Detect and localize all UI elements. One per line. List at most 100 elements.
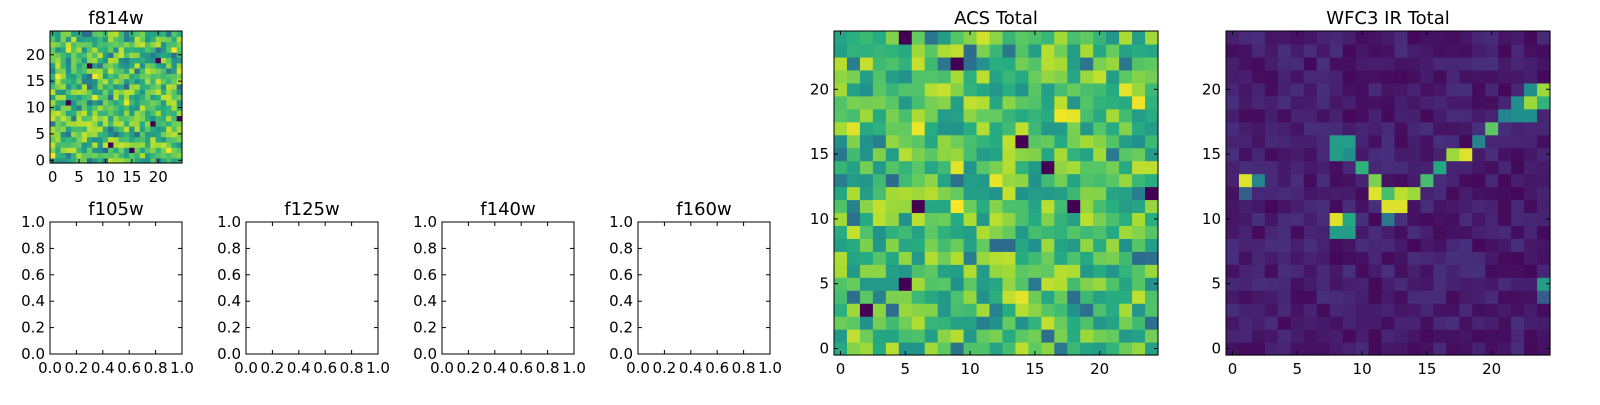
heatmap-cell <box>1264 225 1279 239</box>
heatmap-cell <box>71 89 77 95</box>
heatmap-cell <box>1433 82 1447 97</box>
heatmap-cell <box>1420 56 1434 71</box>
heatmap-cell <box>924 290 939 304</box>
heatmap-cell <box>1407 277 1421 291</box>
heatmap-cell <box>1145 277 1159 291</box>
heatmap-cell <box>1028 173 1042 188</box>
heatmap-cell <box>86 67 93 74</box>
heatmap-cell <box>1329 160 1344 175</box>
heatmap-cell <box>97 152 104 159</box>
heatmap-cell <box>171 147 178 154</box>
heatmap-cell <box>97 62 104 69</box>
heatmap-cell <box>118 36 125 43</box>
heatmap-cell <box>81 126 88 132</box>
heatmap-cell <box>1394 342 1409 356</box>
heatmap-cell <box>1106 186 1120 201</box>
heatmap-cell <box>1355 173 1370 188</box>
heatmap-cell <box>1394 95 1409 110</box>
heatmap-cell <box>1054 43 1068 58</box>
heatmap-cell <box>176 141 183 148</box>
heatmap-cell <box>155 89 162 95</box>
heatmap-cell <box>102 152 109 159</box>
heatmap-cell <box>166 41 173 48</box>
heatmap-cell <box>1368 186 1383 201</box>
heatmap-cell <box>97 73 104 80</box>
heatmap-cell <box>102 73 109 80</box>
heatmap-cell <box>139 157 146 164</box>
heatmap-cell <box>76 147 83 154</box>
heatmap-cell <box>1524 56 1538 71</box>
heatmap-cell <box>113 83 120 90</box>
heatmap-cell <box>145 126 151 132</box>
y-tick-label: 10 <box>1202 210 1221 228</box>
heatmap-cell <box>118 141 125 148</box>
heatmap-cell <box>1394 31 1409 45</box>
heatmap-cell <box>123 52 130 58</box>
heatmap-cell <box>1420 173 1434 188</box>
heatmap-cell <box>950 160 965 175</box>
heatmap-cell <box>1368 108 1383 123</box>
heatmap-cell <box>102 136 109 143</box>
heatmap-cell <box>50 57 56 64</box>
heatmap-cell <box>102 115 109 122</box>
y-tick-label: 0.0 <box>21 345 45 363</box>
heatmap-cell <box>846 186 861 201</box>
heatmap-cell <box>1316 264 1331 278</box>
heatmap-cell <box>55 141 62 148</box>
heatmap-cell <box>989 108 1004 123</box>
heatmap-cell <box>1251 43 1266 58</box>
heatmap-cell <box>139 115 146 122</box>
heatmap-cell <box>1537 173 1551 188</box>
heatmap-cell <box>1407 121 1421 136</box>
heatmap-cell <box>97 52 104 58</box>
heatmap-cell <box>950 199 965 214</box>
heatmap-cell <box>885 31 900 45</box>
heatmap-cell <box>976 238 991 252</box>
heatmap-cell <box>65 141 72 148</box>
heatmap-cell <box>950 121 965 136</box>
heatmap-cell <box>1394 121 1409 136</box>
heatmap-cell <box>1119 56 1133 71</box>
heatmap-cell <box>145 141 151 148</box>
heatmap-cell <box>963 303 978 317</box>
heatmap-cell <box>134 152 141 159</box>
heatmap-cell <box>1226 160 1240 175</box>
heatmap-cell <box>1015 290 1029 304</box>
heatmap-cell <box>1407 342 1421 356</box>
heatmap-cell <box>898 82 913 97</box>
heatmap-cell <box>976 31 991 45</box>
heatmap-cell <box>846 225 861 239</box>
x-tick-label: 0.0 <box>38 359 62 377</box>
heatmap-cell <box>71 110 77 117</box>
heatmap-cell <box>924 82 939 97</box>
heatmap-cell <box>92 99 99 106</box>
heatmap-cell <box>898 69 913 84</box>
heatmap-cell <box>155 41 162 48</box>
heatmap-cell <box>1381 147 1396 162</box>
heatmap-cell <box>859 121 874 136</box>
heatmap-cell <box>108 141 114 148</box>
heatmap-cell <box>937 316 952 330</box>
heatmap-cell <box>976 303 991 317</box>
heatmap-cell <box>1226 238 1240 252</box>
heatmap-cell <box>160 131 167 138</box>
heatmap-cell <box>1251 121 1266 136</box>
heatmap-cell <box>1355 264 1370 278</box>
heatmap-cell <box>171 152 178 159</box>
heatmap-cell <box>1342 329 1357 343</box>
heatmap-cell <box>1407 199 1421 214</box>
x-tick-label: 0.4 <box>679 359 703 377</box>
heatmap-cell <box>1433 329 1447 343</box>
heatmap-cell <box>1015 303 1029 317</box>
heatmap-cell <box>1537 199 1551 214</box>
heatmap-cell <box>1132 186 1146 201</box>
heatmap-cell <box>55 89 62 95</box>
heatmap-cell <box>1485 43 1499 58</box>
heatmap-cell <box>1041 264 1055 278</box>
heatmap-cell <box>1446 173 1460 188</box>
heatmap-cell <box>937 134 952 149</box>
heatmap-cell <box>1446 212 1460 226</box>
heatmap-cell <box>1145 173 1159 188</box>
heatmap-cell <box>176 57 183 64</box>
heatmap-cell <box>1394 303 1409 317</box>
